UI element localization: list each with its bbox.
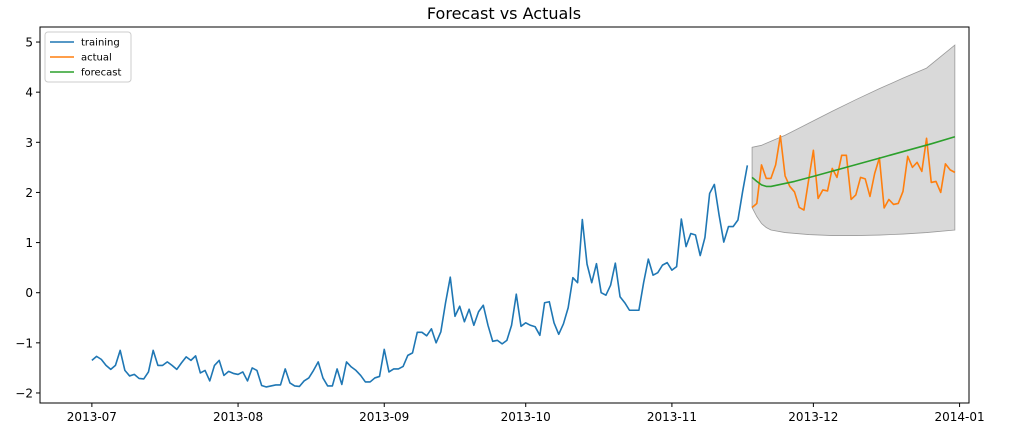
y-tick-label: −1 xyxy=(15,336,33,350)
y-axis: −2 −1 0 1 2 3 4 5 xyxy=(15,36,40,400)
y-tick-label: 2 xyxy=(25,186,33,200)
y-tick-label: −2 xyxy=(15,386,33,400)
x-axis: 2013-07 2013-08 2013-09 2013-10 2013-11 2013-… xyxy=(67,403,985,424)
legend-label-training: training xyxy=(81,38,120,49)
confidence-band-layer xyxy=(751,44,956,236)
legend-label-actual: actual xyxy=(81,53,112,64)
x-tick-label: 2013-09 xyxy=(359,410,409,424)
legend-box xyxy=(44,31,132,83)
x-tick-label: 2013-08 xyxy=(213,410,263,424)
series-layer xyxy=(91,134,956,388)
y-tick-label: 3 xyxy=(25,136,33,150)
y-tick-label: 4 xyxy=(25,86,33,100)
series-line-actual xyxy=(751,134,956,211)
legend-label-forecast: forecast xyxy=(81,68,122,79)
series-line-forecast xyxy=(751,136,956,188)
forecast-confidence-band xyxy=(751,44,956,236)
x-tick-label: 2013-07 xyxy=(67,410,117,424)
y-tick-label: 1 xyxy=(25,236,33,250)
series-line-training xyxy=(91,165,749,388)
legend: training actual forecast xyxy=(44,31,132,83)
plot-frame xyxy=(39,26,970,404)
x-tick-label: 2013-10 xyxy=(501,410,551,424)
y-tick-label: 0 xyxy=(25,286,33,300)
y-tick-label: 5 xyxy=(25,36,33,50)
chart-title: Forecast vs Actuals xyxy=(427,4,581,23)
x-tick-label: 2013-12 xyxy=(788,410,838,424)
x-tick-label: 2013-11 xyxy=(647,410,697,424)
x-tick-label: 2014-01 xyxy=(934,410,984,424)
plot-area xyxy=(39,26,970,404)
